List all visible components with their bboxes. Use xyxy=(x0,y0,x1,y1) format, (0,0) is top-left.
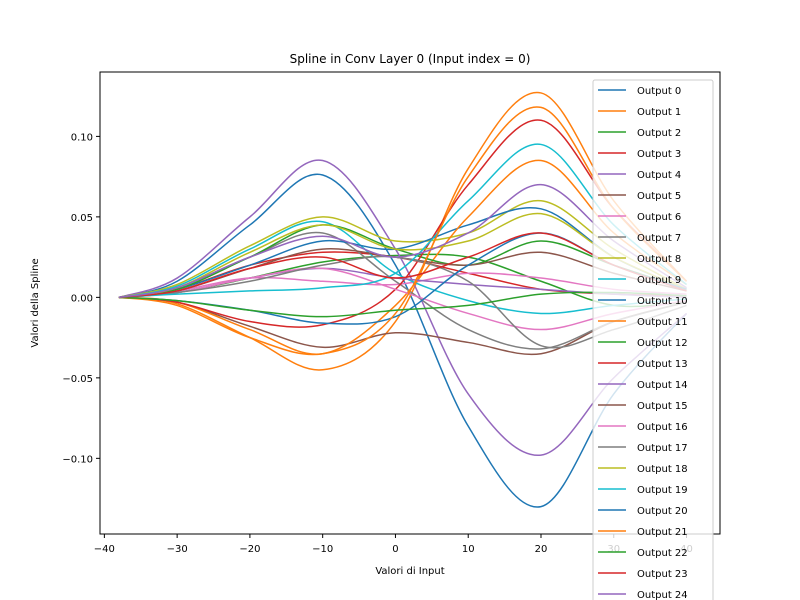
x-tick-label: −10 xyxy=(312,544,333,555)
x-tick-label: −20 xyxy=(239,544,260,555)
legend-label: Output 23 xyxy=(637,569,688,580)
legend-label: Output 13 xyxy=(637,359,688,370)
legend-label: Output 15 xyxy=(637,401,688,412)
legend-label: Output 10 xyxy=(637,296,688,307)
legend-label: Output 21 xyxy=(637,527,688,538)
y-tick-label: 0.00 xyxy=(71,293,93,304)
legend-label: Output 8 xyxy=(637,254,681,265)
legend-label: Output 19 xyxy=(637,485,688,496)
y-axis: −0.10 −0.05 0.00 0.05 0.10 xyxy=(62,132,100,465)
series-line-4 xyxy=(118,159,688,456)
plot-border xyxy=(99,71,721,535)
x-tick-label: 10 xyxy=(462,544,475,555)
legend-label: Output 17 xyxy=(637,443,688,454)
series-line-18 xyxy=(118,212,687,299)
y-tick-label: 0.10 xyxy=(71,132,93,143)
legend-label: Output 3 xyxy=(637,149,681,160)
legend-label: Output 24 xyxy=(637,590,688,600)
legend-label: Output 6 xyxy=(637,212,681,223)
legend-label: Output 0 xyxy=(637,86,681,97)
legend-label: Output 9 xyxy=(637,275,681,286)
legend-label: Output 11 xyxy=(637,317,688,328)
legend-label: Output 12 xyxy=(637,338,688,349)
x-tick-label: −40 xyxy=(94,544,115,555)
legend-label: Output 20 xyxy=(637,506,688,517)
chart-title: Spline in Conv Layer 0 (Input index = 0) xyxy=(290,52,531,66)
legend-label: Output 22 xyxy=(637,548,688,559)
y-tick-label: 0.05 xyxy=(71,213,93,224)
legend-label: Output 14 xyxy=(637,380,688,391)
legend-label: Output 7 xyxy=(637,233,681,244)
x-tick-label: −30 xyxy=(167,544,188,555)
y-tick-label: −0.05 xyxy=(62,374,93,385)
legend-label: Output 1 xyxy=(637,107,681,118)
series-line-0 xyxy=(118,173,688,508)
legend-box xyxy=(592,79,714,600)
y-axis-label: Valori della Spline xyxy=(30,258,41,347)
x-axis-label: Valori di Input xyxy=(375,566,444,577)
legend: Output 0 Output 1 Output 2 Output 3 Output 4… xyxy=(592,79,714,600)
y-tick-label: −0.10 xyxy=(62,454,93,465)
legend-label: Output 4 xyxy=(637,170,681,181)
legend-label: Output 5 xyxy=(637,191,681,202)
x-tick-label: 0 xyxy=(392,544,398,555)
legend-label: Output 18 xyxy=(637,464,688,475)
legend-label: Output 16 xyxy=(637,422,688,433)
legend-label: Output 2 xyxy=(637,128,681,139)
x-tick-label: 20 xyxy=(535,544,548,555)
